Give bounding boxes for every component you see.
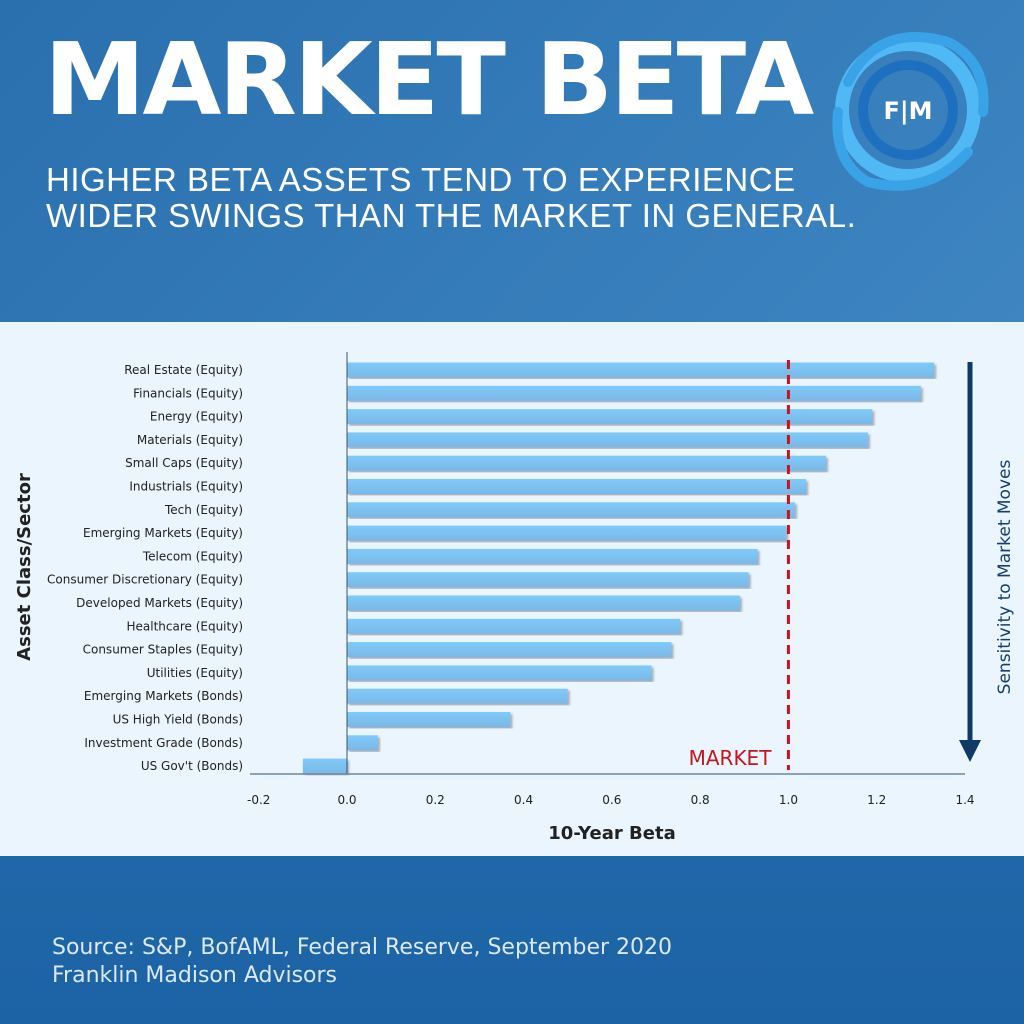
bar-8 (347, 548, 758, 564)
bar-13 (347, 665, 652, 681)
bar-1 (347, 385, 921, 401)
category-label: Industrials (Equity) (129, 480, 243, 494)
category-label: Emerging Markets (Equity) (83, 526, 243, 540)
category-label: Utilities (Equity) (147, 666, 243, 680)
category-label: Tech (Equity) (164, 503, 243, 517)
x-tick-label: -0.2 (247, 793, 270, 807)
bar-10 (347, 595, 740, 611)
source-text: Source: S&P, BofAML, Federal Reserve, Se… (52, 935, 673, 960)
category-label: US Gov't (Bonds) (141, 759, 243, 773)
x-tick-label: 0.2 (426, 793, 445, 807)
category-label: Small Caps (Equity) (125, 456, 243, 470)
page-subtitle: HIGHER BETA ASSETS TEND TO EXPERIENCE WI… (46, 162, 856, 234)
category-label: US High Yield (Bonds) (113, 713, 243, 727)
category-label: Investment Grade (Bonds) (84, 736, 243, 750)
bar-14 (347, 688, 568, 704)
category-label: Financials (Equity) (133, 386, 243, 400)
bar-7 (347, 525, 787, 541)
category-label: Developed Markets (Equity) (76, 596, 243, 610)
source-note: Source: S&P, BofAML, Federal Reserve, Se… (52, 934, 672, 990)
arrow-down-icon (959, 740, 981, 762)
bar-4 (347, 455, 826, 471)
category-label: Healthcare (Equity) (126, 619, 243, 633)
x-tick-label: 1.0 (779, 793, 798, 807)
bar-2 (347, 409, 873, 425)
firm-name: Franklin Madison Advisors (52, 963, 338, 988)
x-tick-label: 1.4 (955, 793, 974, 807)
bar-11 (347, 618, 681, 634)
category-label: Energy (Equity) (150, 410, 243, 424)
bar-3 (347, 432, 868, 448)
x-tick-label: 0.6 (602, 793, 621, 807)
chart-panel: Real Estate (Equity) Financials (Equity) E… (0, 322, 1024, 856)
bar-17 (302, 758, 347, 774)
bar-9 (347, 572, 749, 588)
category-label: Materials (Equity) (137, 433, 243, 447)
bar-12 (347, 642, 672, 658)
footer-band (0, 856, 1024, 1024)
market-label: MARKET (689, 746, 773, 770)
category-label: Telecom (Equity) (142, 549, 243, 563)
fm-logo: F|M (832, 32, 989, 191)
category-label: Consumer Discretionary (Equity) (47, 573, 243, 587)
y-axis-title: Asset Class/Sector (14, 473, 35, 661)
category-label: Consumer Staples (Equity) (83, 643, 243, 657)
logo-text: F|M (883, 97, 932, 125)
page-title: MARKET BETA (44, 21, 814, 138)
x-axis-title: 10-Year Beta (548, 823, 675, 844)
category-label: Real Estate (Equity) (124, 363, 243, 377)
bar-0 (347, 362, 935, 378)
bar-15 (347, 712, 511, 727)
beta-bar-chart: Real Estate (Equity) Financials (Equity) E… (14, 352, 1015, 844)
category-label: Emerging Markets (Bonds) (84, 689, 243, 703)
x-tick-label: 0.8 (691, 793, 710, 807)
bar-6 (347, 502, 796, 518)
x-tick-label: 1.2 (867, 793, 886, 807)
subtitle-line-2: WIDER SWINGS THAN THE MARKET IN GENERAL. (46, 197, 857, 234)
bar-16 (347, 735, 378, 751)
subtitle-line-1: HIGHER BETA ASSETS TEND TO EXPERIENCE (46, 161, 796, 198)
bar-5 (347, 479, 807, 494)
x-tick-label: 0.4 (514, 793, 533, 807)
sensitivity-label: Sensitivity to Market Moves (995, 460, 1015, 695)
x-tick-label: 0.0 (337, 793, 356, 807)
